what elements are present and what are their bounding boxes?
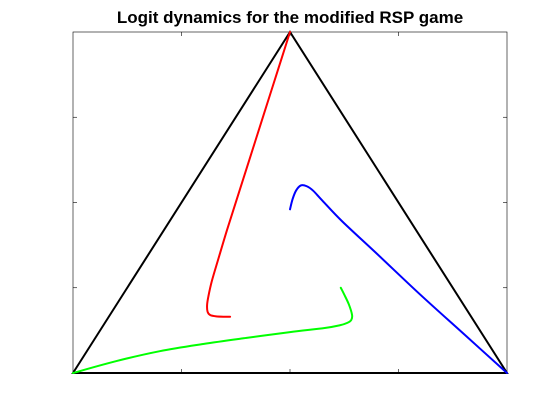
series-layer — [72, 31, 508, 374]
simplex-triangle — [71, 30, 509, 374]
trajectory-line-3 — [72, 286, 354, 374]
chart-title: Logit dynamics for the modified RSP game — [117, 8, 463, 27]
simplex-layer — [71, 30, 509, 374]
trajectory-line-2 — [289, 184, 508, 374]
trajectory-line-1 — [206, 31, 291, 318]
plot-area — [72, 31, 508, 374]
